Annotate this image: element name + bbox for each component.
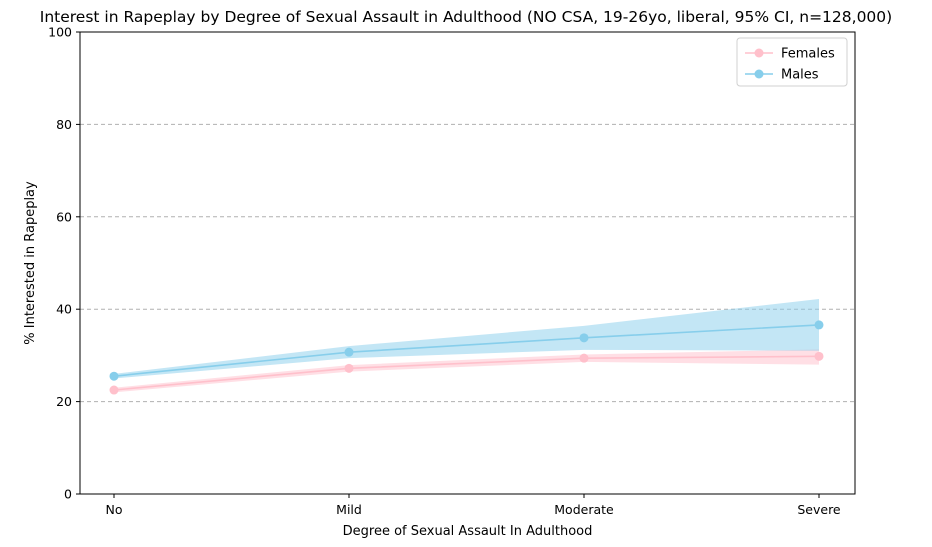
y-tick-label: 40 bbox=[56, 302, 72, 317]
data-point-females bbox=[109, 385, 119, 395]
y-tick-label: 20 bbox=[56, 394, 72, 409]
x-tick-label: Moderate bbox=[554, 502, 614, 517]
data-point-males bbox=[814, 320, 824, 330]
series-line-females bbox=[113, 355, 820, 391]
data-point-males bbox=[344, 347, 354, 357]
y-tick-label: 80 bbox=[56, 117, 72, 132]
data-point-females bbox=[814, 351, 824, 361]
y-axis-label: % Interested in Rapeplay bbox=[23, 181, 38, 345]
data-point-males bbox=[109, 371, 119, 381]
y-tick-label: 60 bbox=[56, 209, 72, 224]
x-tick-label: Severe bbox=[797, 502, 841, 517]
legend: Females Males bbox=[736, 37, 848, 87]
x-tick-label: No bbox=[106, 502, 123, 517]
data-point-females bbox=[579, 353, 589, 363]
ci-band-females bbox=[114, 349, 819, 393]
series-line-males bbox=[113, 324, 820, 377]
x-tick-label: Mild bbox=[336, 502, 362, 517]
y-axis: 0 20 40 60 80 100 bbox=[48, 25, 80, 502]
legend-marker bbox=[754, 69, 764, 79]
data-point-males bbox=[579, 333, 589, 343]
grid-lines bbox=[80, 123, 855, 403]
chart-title: Interest in Rapeplay by Degree of Sexual… bbox=[40, 8, 892, 26]
x-axis: No Mild Moderate Severe bbox=[106, 494, 841, 517]
plot-frame bbox=[79, 31, 856, 495]
x-axis-label: Degree of Sexual Assault In Adulthood bbox=[343, 524, 593, 539]
series-points bbox=[109, 320, 824, 395]
legend-label: Males bbox=[781, 68, 819, 83]
legend-marker bbox=[754, 48, 764, 58]
y-tick-label: 100 bbox=[48, 25, 72, 40]
legend-label: Females bbox=[781, 47, 835, 62]
y-tick-label: 0 bbox=[64, 487, 72, 502]
data-point-females bbox=[344, 363, 354, 373]
series-lines bbox=[113, 324, 820, 391]
